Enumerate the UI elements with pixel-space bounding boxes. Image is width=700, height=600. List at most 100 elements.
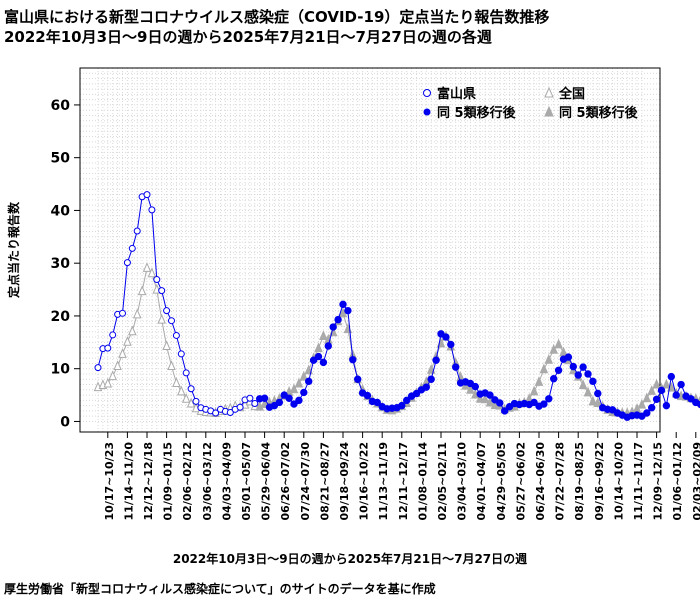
data-point [637, 398, 647, 409]
data-point [588, 395, 598, 406]
data-point [158, 287, 166, 295]
data-point [137, 285, 147, 296]
data-point [554, 338, 563, 349]
data-point [119, 309, 126, 317]
x-tick-label: 01/08~01/14 [416, 442, 429, 521]
data-point [584, 370, 592, 378]
y-tick-label: 10 [51, 362, 71, 378]
x-axis-label: 2022年10月3日〜9日の週から2025年7月21日〜7月27日の週 [172, 552, 528, 566]
data-point [564, 353, 573, 361]
data-point [344, 306, 352, 315]
data-point [168, 317, 175, 325]
data-point [329, 323, 337, 331]
data-point [309, 356, 318, 364]
data-point [299, 370, 309, 381]
data-point [163, 307, 171, 315]
data-point [652, 378, 661, 389]
data-point [647, 385, 656, 395]
data-point [496, 399, 504, 407]
data-point [544, 353, 554, 364]
legend-marker [423, 108, 431, 116]
data-point [314, 342, 323, 353]
data-point [177, 350, 185, 358]
data-point [466, 384, 475, 394]
data-point [314, 352, 323, 361]
x-tick-label: 01/06~01/12 [671, 442, 684, 520]
data-point [373, 398, 381, 407]
x-tick-label: 06/24~06/30 [534, 442, 547, 521]
x-tick-label: 10/16~10/22 [358, 442, 371, 520]
data-point [667, 372, 675, 381]
data-point [501, 407, 509, 415]
data-point [475, 393, 485, 403]
data-point [652, 395, 661, 403]
data-point [569, 362, 577, 371]
data-point [662, 401, 671, 410]
data-point [294, 377, 304, 388]
data-point [354, 375, 362, 383]
x-tick-label: 08/21~08/27 [318, 442, 331, 520]
data-point [300, 388, 308, 397]
data-point [128, 244, 136, 252]
data-point [143, 191, 151, 199]
y-tick-label: 30 [51, 256, 71, 272]
series-0 [94, 191, 259, 417]
data-point [687, 395, 695, 403]
data-point [339, 300, 347, 309]
data-point [677, 380, 685, 389]
x-tick-label: 12/12~12/18 [142, 442, 155, 520]
y-tick-label: 40 [51, 203, 71, 219]
data-point [305, 377, 313, 386]
data-point [583, 386, 593, 397]
x-tick-label: 07/24~07/30 [299, 442, 312, 521]
x-tick-label: 05/29~06/04 [260, 442, 273, 521]
data-point [290, 400, 298, 408]
data-point [319, 358, 328, 367]
data-point [236, 403, 244, 411]
x-tick-label: 07/22~07/28 [554, 442, 567, 520]
data-point [153, 276, 161, 284]
x-tick-label: 06/26~07/02 [279, 442, 292, 520]
data-point [275, 398, 283, 407]
data-point [363, 391, 372, 400]
x-tick-label: 04/01~04/07 [475, 442, 488, 520]
data-point [648, 404, 656, 412]
chart-title: 富山県における新型コロナウイルス感染症（COVID-19）定点当たり報告数推移 [4, 8, 550, 26]
x-tick-label: 05/27~06/02 [514, 442, 527, 520]
data-point [349, 356, 357, 364]
data-point [447, 340, 455, 349]
data-point [182, 369, 190, 377]
data-point [324, 342, 332, 350]
data-point [578, 379, 588, 390]
data-point [549, 343, 558, 354]
data-point [295, 396, 303, 405]
x-tick-label: 09/16~09/22 [593, 442, 606, 520]
legend-marker [423, 89, 431, 97]
data-point [422, 383, 430, 391]
legend-label: 同 5類移行後 [437, 105, 517, 121]
legend-marker [544, 105, 554, 117]
x-tick-label: 11/11~11/17 [632, 442, 645, 520]
data-point [574, 371, 582, 379]
y-tick-label: 0 [60, 414, 70, 430]
data-point [212, 409, 220, 417]
data-point [579, 363, 587, 371]
data-point [148, 206, 156, 214]
data-point [662, 378, 671, 389]
data-point [113, 360, 122, 371]
legend-label: 同 5類移行後 [559, 105, 639, 121]
x-tick-label: 03/04~03/10 [456, 442, 469, 521]
plot-frame [79, 67, 661, 433]
data-point [246, 394, 254, 402]
x-tick-label: 01/09~01/15 [162, 442, 175, 520]
data-point [643, 409, 651, 417]
data-point [485, 396, 495, 407]
x-tick-label: 12/11~12/17 [397, 442, 410, 520]
series-2 [93, 262, 260, 418]
data-point [697, 400, 700, 409]
data-point [593, 397, 603, 407]
data-point [554, 366, 563, 374]
data-point [132, 308, 142, 319]
data-point [480, 393, 490, 404]
data-point [452, 363, 460, 371]
